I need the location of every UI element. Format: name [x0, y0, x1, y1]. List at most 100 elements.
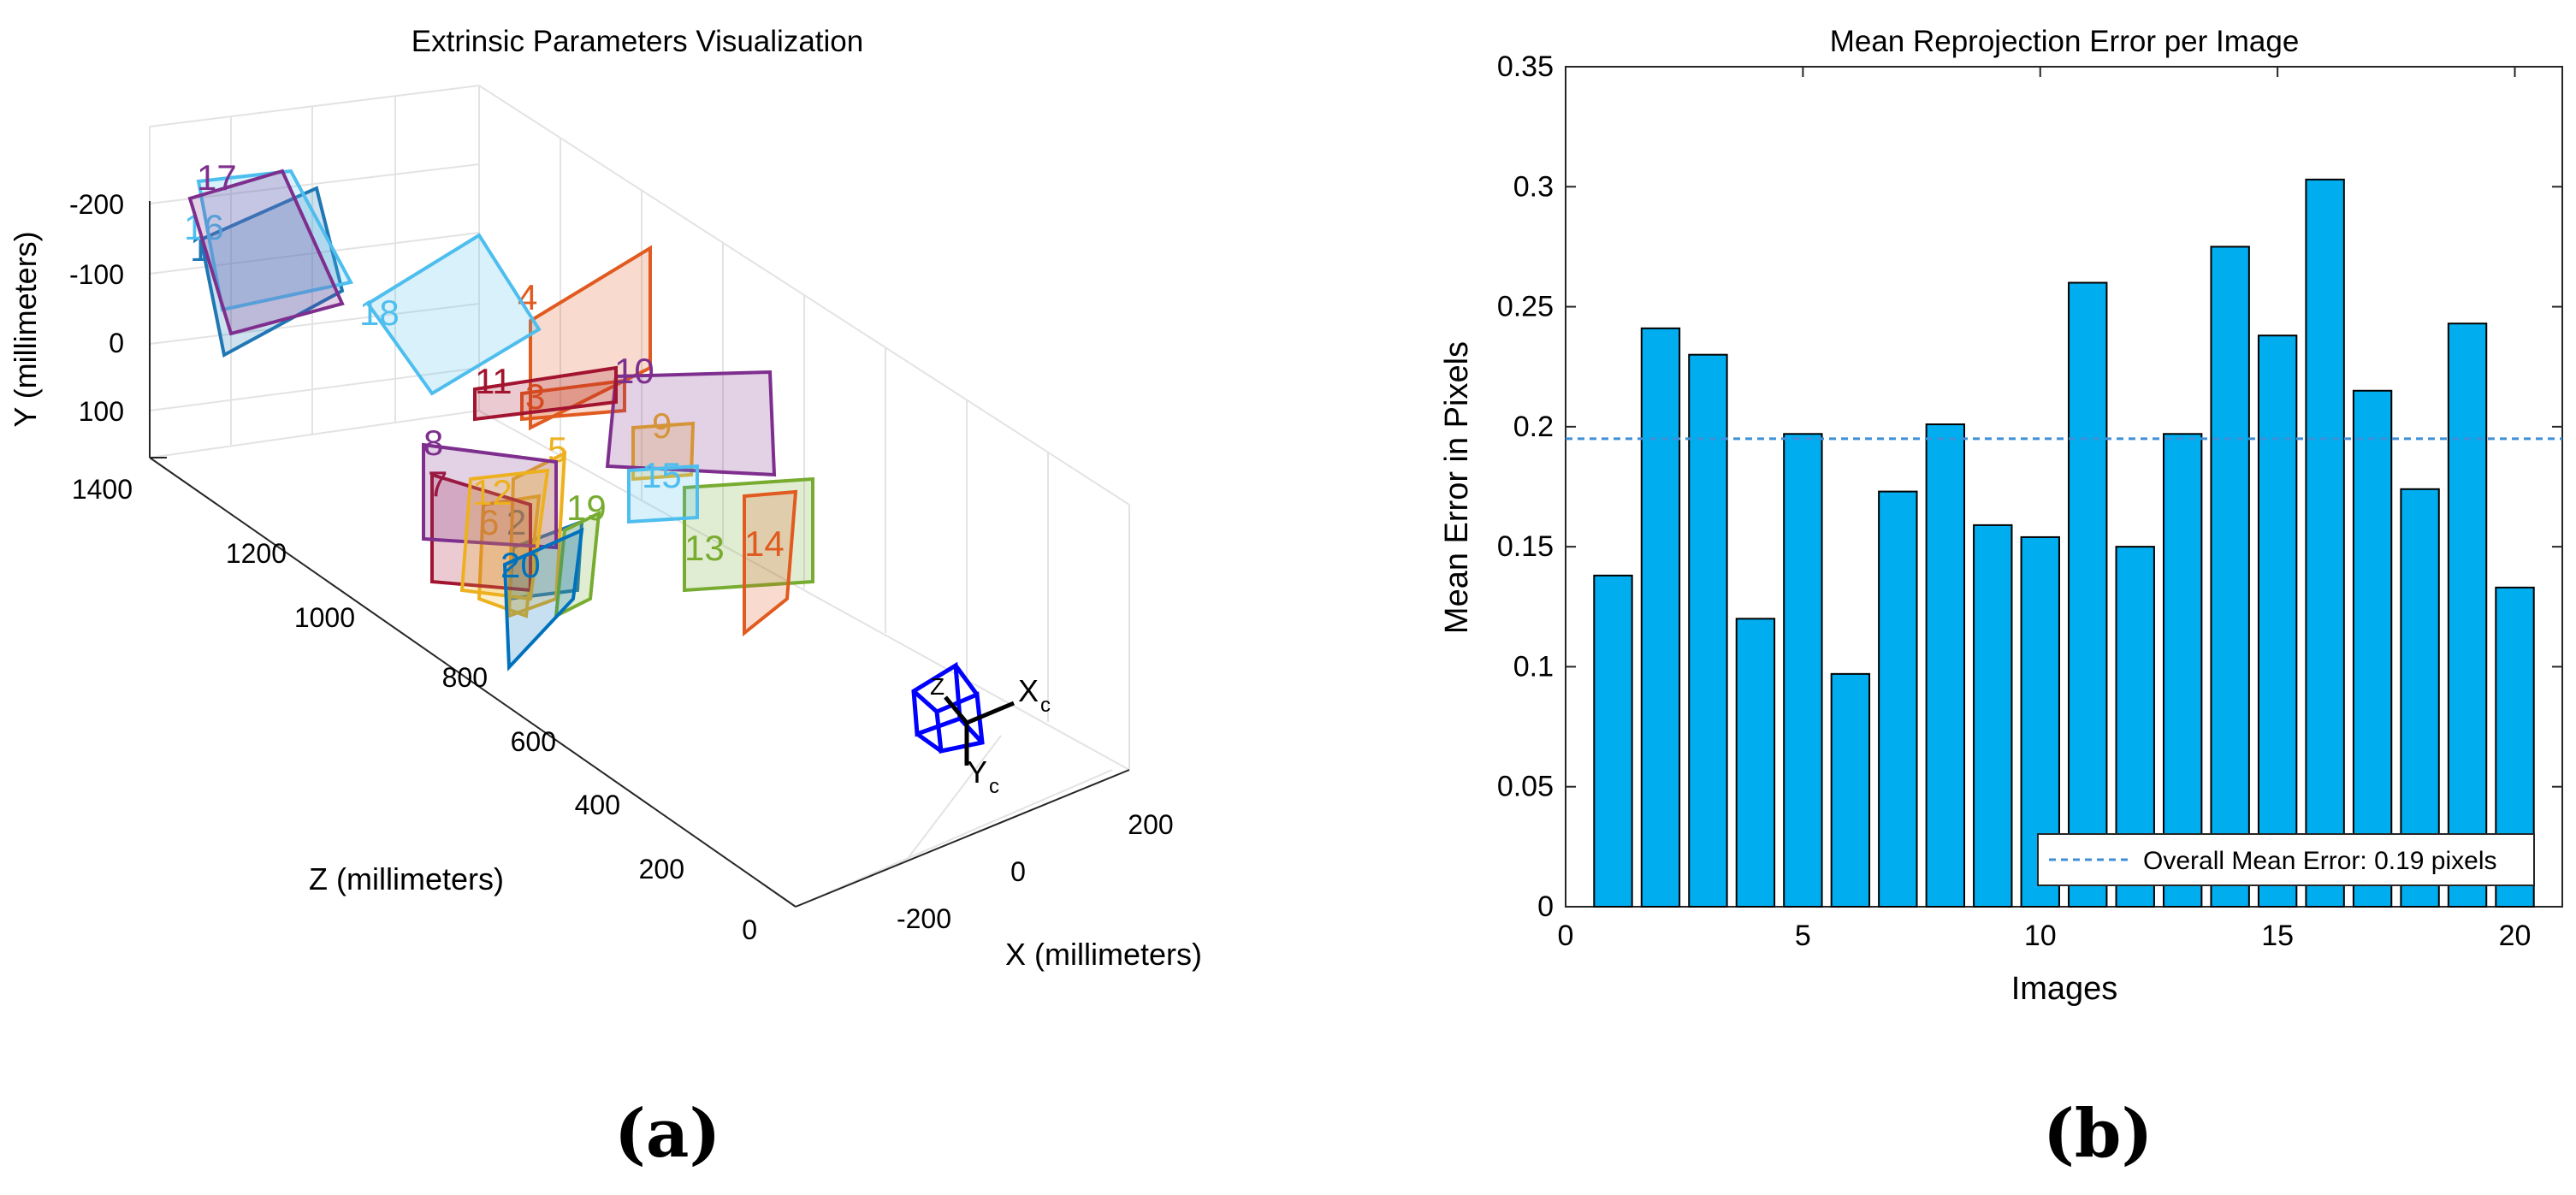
- board-20: [502, 527, 584, 671]
- camera-z-label: Z: [930, 673, 945, 700]
- y-tick-label: 0.35: [1497, 50, 1554, 83]
- z-tick-label: 600: [511, 726, 556, 757]
- z-tick-label: 0: [742, 914, 757, 945]
- plot-area: [1565, 66, 2563, 908]
- y-tick-labels: -200 -100 0 100: [69, 189, 124, 427]
- camera-x-label: Xc: [1018, 673, 1051, 717]
- bar-image-6: [1830, 672, 1871, 908]
- camera-icon: [911, 661, 985, 754]
- board-12: [459, 468, 550, 601]
- y-tick-label: 0.1: [1513, 650, 1554, 683]
- board-label-4: 4: [518, 277, 537, 317]
- x-axis-label: X (millimeters): [1005, 937, 1202, 972]
- board-label-17: 17: [197, 157, 237, 198]
- z-tick-label: 1200: [226, 538, 287, 569]
- bar-image-11: [2068, 281, 2108, 908]
- camera-axes: [944, 695, 1015, 766]
- board-label-12: 12: [472, 472, 512, 512]
- board-11: [473, 365, 618, 422]
- bar-image-8: [1925, 423, 1966, 908]
- y-axis-label: Y (millimeters): [8, 231, 43, 427]
- bar-image-3: [1688, 353, 1728, 908]
- z-tick-label: 400: [575, 790, 620, 820]
- x-tick-label: 15: [2261, 920, 2294, 952]
- board-label-8: 8: [423, 423, 443, 463]
- z-tick-label: 1400: [72, 474, 133, 505]
- bar-image-1: [1593, 574, 1633, 908]
- board-label-14: 14: [744, 524, 785, 564]
- bar-image-16: [2305, 178, 2345, 908]
- board-16: [196, 169, 354, 312]
- x-tick-label: 0: [1558, 920, 1574, 952]
- x-tick-label: 0: [1010, 856, 1026, 887]
- y-tick-label: 100: [79, 396, 124, 427]
- y-tick-label: -200: [69, 189, 124, 220]
- extrinsics-axes: [149, 201, 1130, 908]
- legend: Overall Mean Error: 0.19 pixels: [2037, 833, 2535, 886]
- y-tick-label: 0.25: [1497, 291, 1554, 323]
- y-tick-label: 0: [109, 328, 124, 358]
- x-tick-label: 10: [2024, 920, 2057, 952]
- bar-x-axis-label: Images: [2011, 971, 2118, 1007]
- board-17: [187, 169, 345, 336]
- board-9: [631, 421, 696, 482]
- board-label-9: 9: [652, 405, 672, 446]
- z-tick-labels: 0 200 400 600 800 1000 1200 1400: [72, 474, 757, 945]
- board-label-13: 13: [684, 528, 725, 568]
- bar-image-17: [2352, 389, 2393, 908]
- board-label-6: 6: [479, 502, 499, 542]
- x-tick-label: -200: [897, 903, 951, 934]
- panel-label-a: (a): [614, 1095, 721, 1173]
- board-label-15: 15: [642, 455, 682, 495]
- reprojection-chart: Mean Reprojection Error per Image 00.050…: [1439, 25, 2563, 1007]
- board-label-11: 11: [475, 361, 512, 401]
- bar-image-19: [2447, 322, 2488, 908]
- board-label-18: 18: [359, 293, 400, 333]
- camera-y-label: Yc: [967, 754, 999, 798]
- board-label-19: 19: [566, 488, 607, 528]
- x-tick-labels: -200 0 200: [897, 809, 1174, 934]
- z-axis-label: Z (millimeters): [309, 861, 504, 896]
- board-8: [422, 442, 558, 550]
- extrinsics-grid: [149, 85, 1130, 908]
- y-tick-label: 0.3: [1513, 170, 1554, 203]
- y-tick-label: 0.15: [1497, 530, 1554, 563]
- y-tick-label: 0: [1537, 890, 1554, 923]
- z-tick-label: 800: [442, 662, 488, 693]
- legend-box: [2037, 833, 2535, 886]
- z-tick-label: 1000: [294, 602, 355, 633]
- x-tick-label: 200: [1128, 809, 1173, 840]
- board-1: [198, 186, 345, 358]
- x-tick-label: 20: [2499, 920, 2532, 952]
- board-label-7: 7: [428, 464, 447, 504]
- board-15: [627, 464, 699, 524]
- y-tick-label: 0.05: [1497, 771, 1554, 803]
- extrinsics-title: Extrinsic Parameters Visualization: [412, 25, 863, 58]
- legend-label: Overall Mean Error: 0.19 pixels: [2143, 847, 2497, 875]
- y-axis-ticks: 0 0.05 0.1 0.15 0.2 0.25 0.3 0.35: [1497, 50, 2562, 923]
- board-18: [365, 233, 542, 396]
- y-tick-label: 0.2: [1513, 411, 1554, 443]
- bar-chart-title: Mean Reprojection Error per Image: [1830, 25, 2300, 58]
- z-tick-label: 200: [639, 854, 684, 884]
- board-4: [529, 245, 652, 431]
- x-tick-label: 5: [1795, 920, 1811, 952]
- bar-image-4: [1735, 618, 1776, 908]
- board-10: [605, 370, 777, 477]
- bar-image-13: [2163, 433, 2203, 908]
- board-14: [743, 489, 798, 637]
- bar-image-7: [1878, 490, 1918, 908]
- board-label-10: 10: [614, 351, 654, 391]
- bar-image-14: [2210, 246, 2250, 908]
- board-label-5: 5: [548, 429, 567, 470]
- bar-y-axis-label: Mean Error in Pixels: [1439, 341, 1475, 634]
- panel-label-b: (b): [2043, 1095, 2153, 1173]
- bar-image-5: [1783, 433, 1823, 908]
- extrinsics-plot: Extrinsic Parameters Visualization: [8, 25, 1202, 972]
- bar-image-9: [1973, 524, 2013, 908]
- y-tick-label: -100: [69, 259, 124, 290]
- bar-image-2: [1640, 327, 1681, 908]
- board-label-1: 1: [190, 228, 210, 269]
